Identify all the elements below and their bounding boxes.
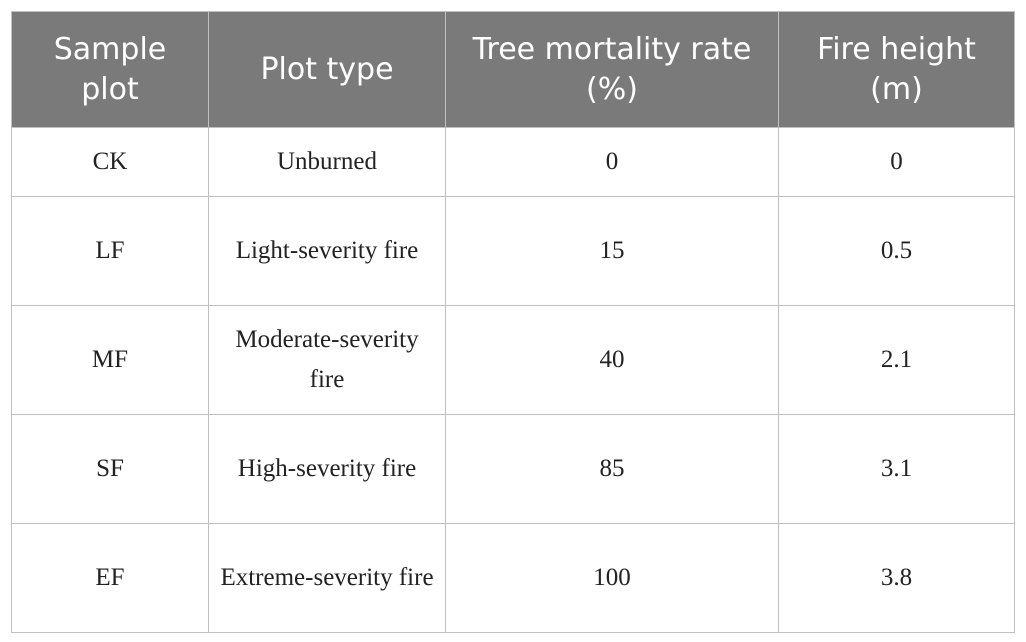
table-row: EF Extreme-severity fire 100 3.8: [11, 523, 1015, 633]
cell-plot-type: High-severity fire: [208, 414, 446, 524]
cell-sample-plot: SF: [11, 414, 209, 524]
header-sample-plot: Sample plot: [11, 11, 209, 128]
table-row: MF Moderate-severity fire 40 2.1: [11, 305, 1015, 415]
cell-fire-height: 0: [778, 127, 1015, 197]
cell-tree-mortality: 15: [445, 196, 779, 306]
cell-tree-mortality: 100: [445, 523, 779, 633]
table-row: CK Unburned 0 0: [11, 127, 1015, 197]
data-table: Sample plot Plot type Tree mortality rat…: [11, 11, 1015, 633]
cell-tree-mortality: 40: [445, 305, 779, 415]
cell-sample-plot: MF: [11, 305, 209, 415]
header-tree-mortality: Tree mortality rate (%): [445, 11, 779, 128]
cell-fire-height: 3.1: [778, 414, 1015, 524]
cell-plot-type: Moderate-severity fire: [208, 305, 446, 415]
table-row: LF Light-severity fire 15 0.5: [11, 196, 1015, 306]
table-row: SF High-severity fire 85 3.1: [11, 414, 1015, 524]
cell-fire-height: 0.5: [778, 196, 1015, 306]
cell-sample-plot: LF: [11, 196, 209, 306]
cell-tree-mortality: 85: [445, 414, 779, 524]
cell-fire-height: 2.1: [778, 305, 1015, 415]
cell-sample-plot: CK: [11, 127, 209, 197]
cell-sample-plot: EF: [11, 523, 209, 633]
cell-fire-height: 3.8: [778, 523, 1015, 633]
header-row: Sample plot Plot type Tree mortality rat…: [11, 11, 1015, 128]
header-fire-height: Fire height (m): [778, 11, 1015, 128]
cell-tree-mortality: 0: [445, 127, 779, 197]
cell-plot-type: Light-severity fire: [208, 196, 446, 306]
cell-plot-type: Unburned: [208, 127, 446, 197]
cell-plot-type: Extreme-severity fire: [208, 523, 446, 633]
header-plot-type: Plot type: [208, 11, 446, 128]
